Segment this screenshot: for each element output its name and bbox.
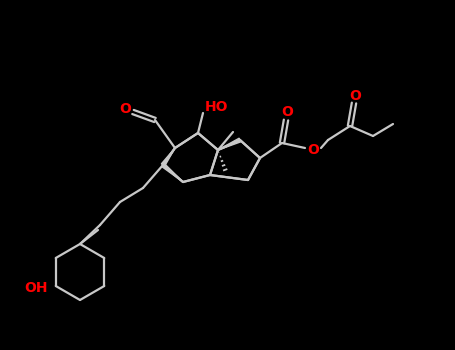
Text: OH: OH (24, 281, 47, 295)
Text: O: O (119, 102, 131, 116)
Text: O: O (349, 89, 361, 103)
Polygon shape (162, 148, 175, 166)
Polygon shape (218, 138, 241, 150)
Polygon shape (162, 163, 183, 182)
Text: HO: HO (204, 100, 228, 114)
Text: O: O (307, 143, 319, 157)
Text: O: O (281, 105, 293, 119)
